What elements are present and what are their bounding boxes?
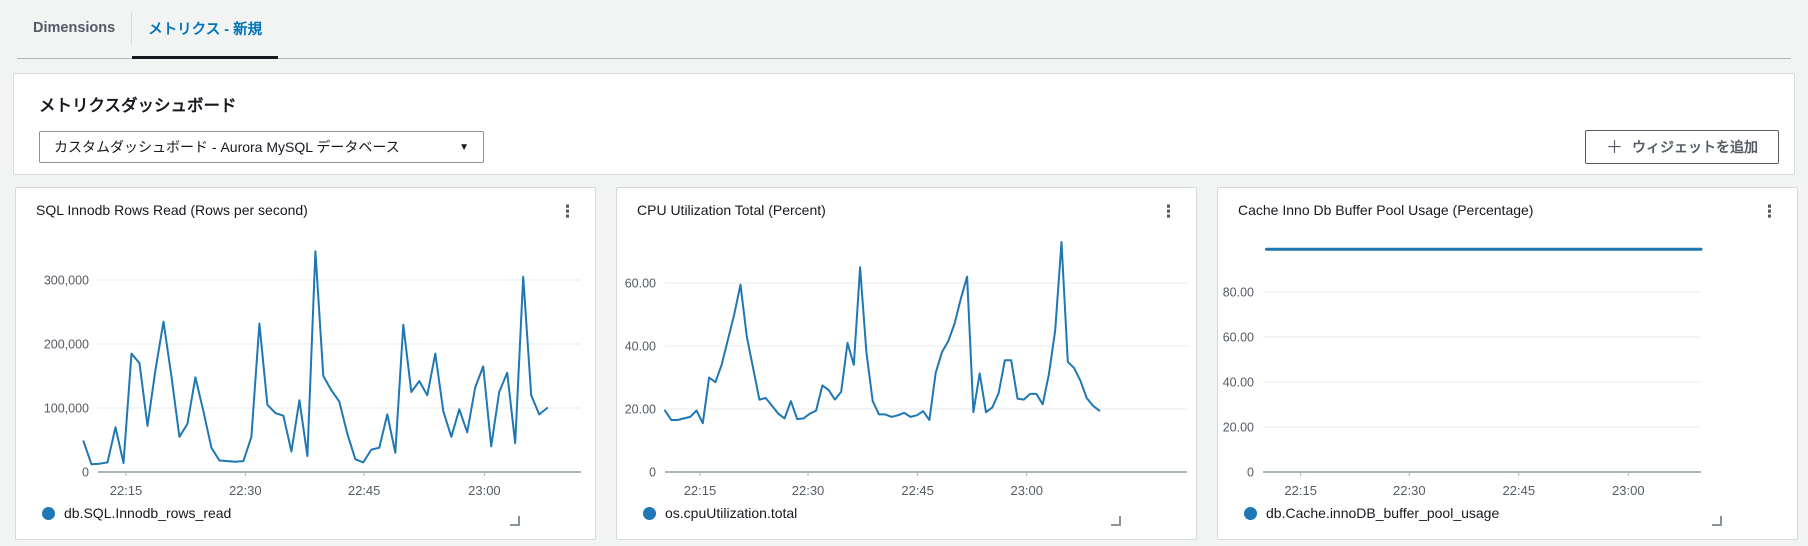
widget-cache-buffer-pool-usage[interactable]: Cache Inno Db Buffer Pool Usage (Percent… xyxy=(1217,187,1798,540)
svg-text:22:15: 22:15 xyxy=(1284,483,1317,498)
svg-text:80.00: 80.00 xyxy=(1223,286,1254,300)
chart-canvas[interactable]: 20.00 40.00 60.00 0 22:15 22:30 22:45 23:00 xyxy=(617,232,1196,504)
svg-text:22:30: 22:30 xyxy=(792,483,825,498)
widgets-row: SQL Innodb Rows Read (Rows per second) ⋮… xyxy=(15,187,1798,540)
svg-text:100,000: 100,000 xyxy=(44,402,89,416)
widget-title: CPU Utilization Total (Percent) xyxy=(637,202,826,218)
panel-title: メトリクスダッシュボード xyxy=(39,97,237,115)
resize-handle-icon[interactable] xyxy=(1712,516,1722,526)
chart-canvas[interactable]: 100,000 200,000 300,000 0 22:15 22:30 22:45 23:… xyxy=(16,232,595,504)
svg-text:22:30: 22:30 xyxy=(1393,483,1426,498)
legend-label: os.cpuUtilization.total xyxy=(665,505,798,521)
tab-divider xyxy=(131,12,133,45)
legend-color-dot xyxy=(1244,506,1257,520)
widget-title: SQL Innodb Rows Read (Rows per second) xyxy=(36,202,308,218)
widget-cpu-utilization-total[interactable]: CPU Utilization Total (Percent) ⋮ 20.00 4… xyxy=(616,187,1197,540)
tab-bar: Dimensions メトリクス - 新規 xyxy=(0,0,1808,59)
legend-item[interactable]: os.cpuUtilization.total xyxy=(617,505,797,521)
svg-text:20.00: 20.00 xyxy=(625,403,656,417)
svg-text:60.00: 60.00 xyxy=(625,277,656,291)
chevron-down-icon: ▼ xyxy=(459,141,469,153)
widget-sql-innodb-rows-read[interactable]: SQL Innodb Rows Read (Rows per second) ⋮… xyxy=(15,187,596,540)
svg-text:0: 0 xyxy=(82,466,89,480)
legend-color-dot xyxy=(643,506,656,520)
svg-text:300,000: 300,000 xyxy=(44,274,89,288)
tab-dimensions-label: Dimensions xyxy=(33,20,116,36)
svg-text:40.00: 40.00 xyxy=(1223,376,1254,390)
tab-dimensions[interactable]: Dimensions xyxy=(17,0,131,59)
legend-color-dot xyxy=(42,506,55,520)
kebab-menu-icon[interactable]: ⋮ xyxy=(1761,202,1778,221)
svg-text:23:00: 23:00 xyxy=(468,483,501,498)
svg-text:22:45: 22:45 xyxy=(348,483,381,498)
panel-controls-row: カスタムダッシュボード - Aurora MySQL データベース ▼ ＋ ウィ… xyxy=(39,130,1779,164)
svg-text:22:15: 22:15 xyxy=(684,483,717,498)
svg-text:40.00: 40.00 xyxy=(625,340,656,354)
legend-item[interactable]: db.SQL.Innodb_rows_read xyxy=(16,505,231,521)
svg-text:0: 0 xyxy=(1247,466,1254,480)
metrics-dashboard-panel: メトリクスダッシュボード カスタムダッシュボード - Aurora MySQL … xyxy=(13,73,1795,175)
dashboard-select-value: カスタムダッシュボード - Aurora MySQL データベース xyxy=(54,139,400,155)
chart-canvas[interactable]: 20.00 40.00 60.00 80.00 0 22:15 22:30 22:45 23:0… xyxy=(1218,232,1797,504)
svg-text:200,000: 200,000 xyxy=(44,338,89,352)
kebab-menu-icon[interactable]: ⋮ xyxy=(559,202,576,221)
widget-header: Cache Inno Db Buffer Pool Usage (Percent… xyxy=(1218,188,1797,232)
add-widget-label: ウィジェットを追加 xyxy=(1632,139,1758,155)
svg-text:22:45: 22:45 xyxy=(901,483,934,498)
tab-metrics-new-label: メトリクス - 新規 xyxy=(148,21,263,38)
svg-text:22:45: 22:45 xyxy=(1503,483,1536,498)
svg-text:20.00: 20.00 xyxy=(1223,421,1254,435)
svg-text:22:15: 22:15 xyxy=(110,483,143,498)
svg-text:23:00: 23:00 xyxy=(1010,483,1043,498)
kebab-menu-icon[interactable]: ⋮ xyxy=(1160,202,1177,221)
widget-header: SQL Innodb Rows Read (Rows per second) ⋮ xyxy=(16,188,595,232)
legend-label: db.Cache.innoDB_buffer_pool_usage xyxy=(1266,505,1500,521)
resize-handle-icon[interactable] xyxy=(510,516,520,526)
plus-icon: ＋ xyxy=(1606,137,1623,157)
widget-title: Cache Inno Db Buffer Pool Usage (Percent… xyxy=(1238,202,1534,218)
tab-metrics-new[interactable]: メトリクス - 新規 xyxy=(132,0,279,59)
svg-text:60.00: 60.00 xyxy=(1223,331,1254,345)
resize-handle-icon[interactable] xyxy=(1111,516,1121,526)
svg-text:23:00: 23:00 xyxy=(1612,483,1645,498)
add-widget-button[interactable]: ＋ ウィジェットを追加 xyxy=(1585,130,1779,164)
legend-label: db.SQL.Innodb_rows_read xyxy=(64,505,232,521)
legend-item[interactable]: db.Cache.innoDB_buffer_pool_usage xyxy=(1218,505,1499,521)
dashboard-select[interactable]: カスタムダッシュボード - Aurora MySQL データベース ▼ xyxy=(39,131,484,163)
svg-text:22:30: 22:30 xyxy=(229,483,262,498)
svg-text:0: 0 xyxy=(649,466,656,480)
widget-header: CPU Utilization Total (Percent) ⋮ xyxy=(617,188,1196,232)
